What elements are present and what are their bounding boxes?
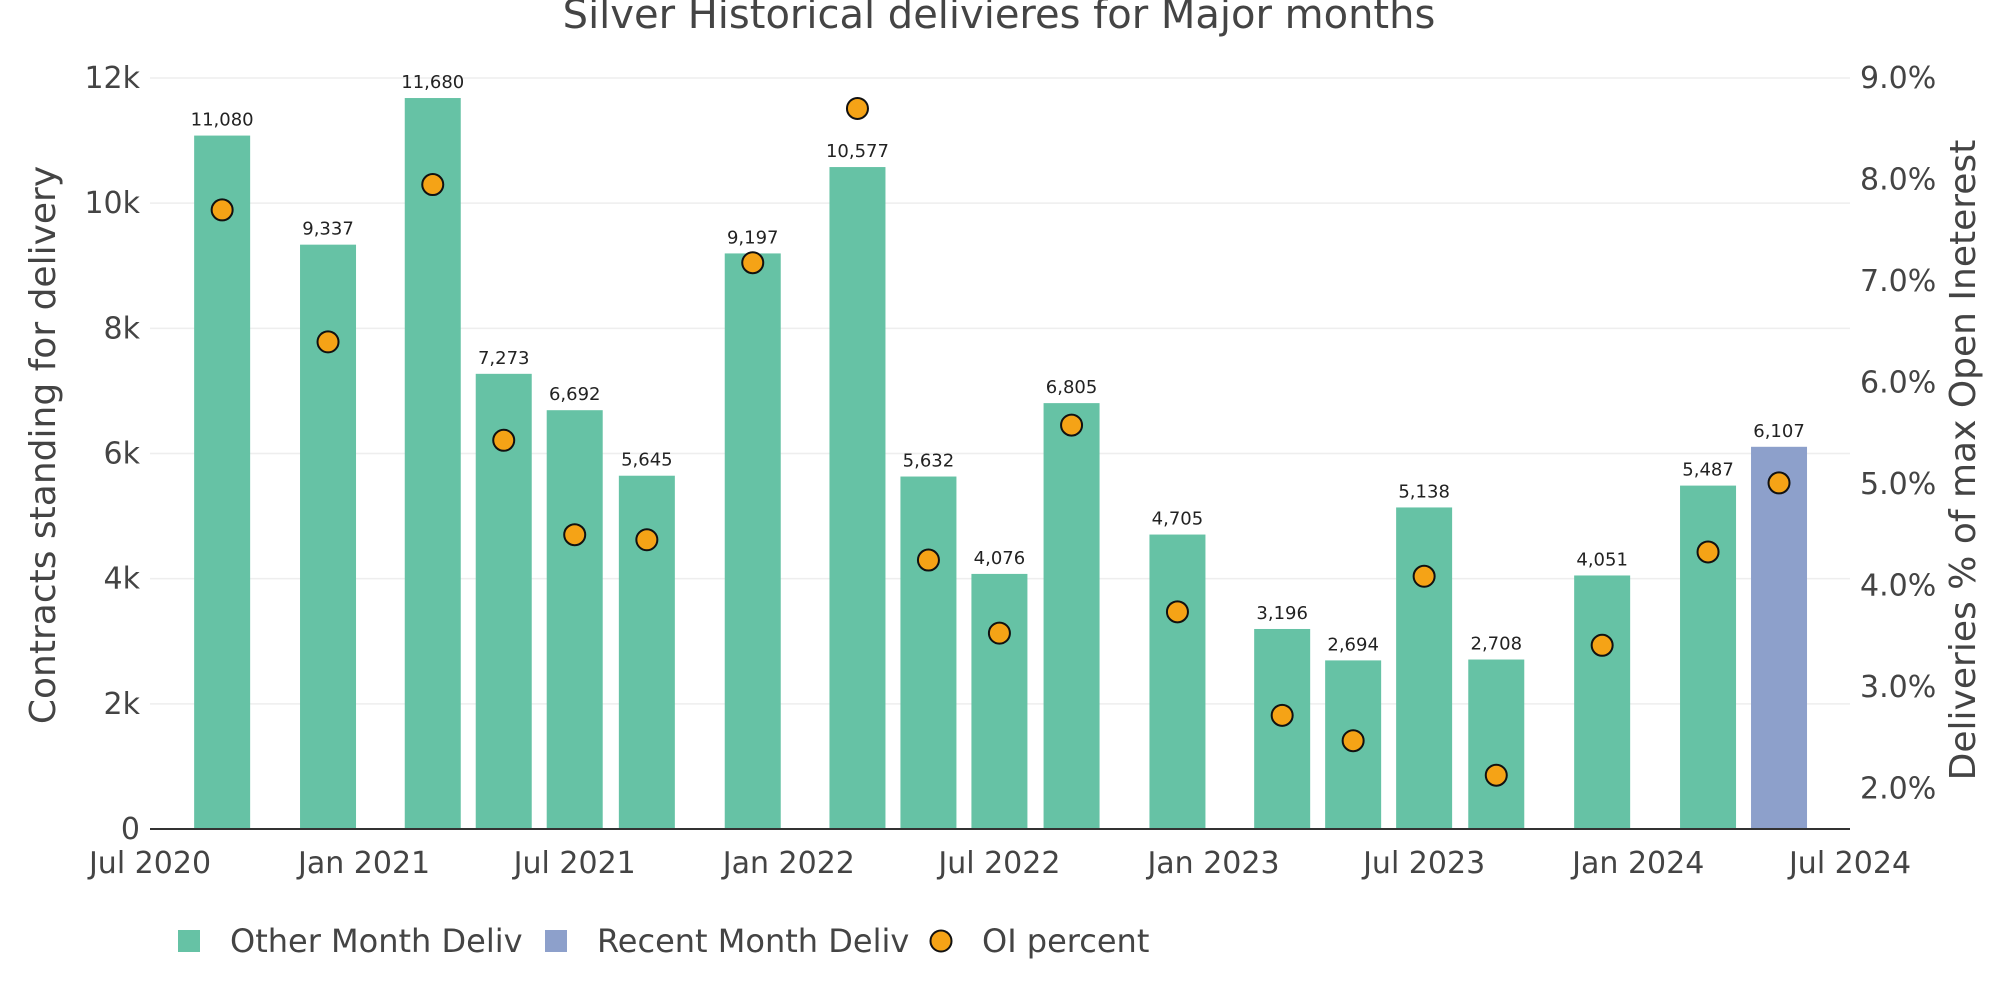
bar — [1254, 628, 1311, 829]
oi-percent-point — [1696, 540, 1720, 564]
bar — [900, 476, 957, 829]
x-tick-label: Jul 2022 — [936, 846, 1060, 881]
y2-tick-label: 2.0% — [1860, 771, 1936, 806]
y2-tick-label: 5.0% — [1860, 467, 1936, 502]
bar-data-label: 5,632 — [903, 451, 955, 472]
bar — [1468, 659, 1525, 829]
y2-tick-label: 9.0% — [1860, 61, 1936, 96]
bar — [546, 410, 603, 829]
legend-swatch — [545, 930, 567, 952]
bar — [194, 135, 251, 829]
legend-swatch — [178, 930, 200, 952]
oi-percent-point — [210, 198, 234, 222]
bar — [724, 253, 781, 829]
legend-label: OI percent — [982, 922, 1149, 960]
bar-data-label: 4,051 — [1576, 549, 1628, 570]
y2-tick-label: 8.0% — [1860, 162, 1936, 197]
bar-data-label: 7,273 — [478, 348, 530, 369]
y2-tick-label: 6.0% — [1860, 365, 1936, 400]
oi-percent-point — [316, 330, 340, 354]
x-tick-label: Jan 2024 — [1570, 846, 1704, 881]
y2-tick-label: 3.0% — [1860, 670, 1936, 705]
x-tick-label: Jul 2021 — [512, 846, 636, 881]
oi-percent-point — [1412, 564, 1436, 588]
y-tick-label: 4k — [104, 562, 141, 597]
bar — [404, 98, 461, 829]
oi-percent-series — [210, 96, 1791, 787]
bar-data-label: 10,577 — [826, 141, 889, 162]
bar-data-label: 11,080 — [191, 110, 254, 131]
legend: Other Month Deliv Recent Month Deliv OI pe… — [178, 922, 1149, 960]
y2-tick-label: 7.0% — [1860, 264, 1936, 299]
oi-percent-point — [916, 548, 940, 572]
bar-data-label: 11,680 — [401, 72, 464, 93]
bar-data-label: 9,337 — [302, 219, 354, 240]
oi-percent-point — [1060, 413, 1084, 437]
oi-percent-point — [987, 621, 1011, 645]
oi-percent-point — [1767, 471, 1791, 495]
bar — [1680, 485, 1737, 829]
oi-percent-point — [421, 173, 445, 197]
oi-percent-point — [1590, 633, 1614, 657]
chart-title: Silver Historical delivieres for Major m… — [563, 0, 1436, 38]
oi-percent-point — [1165, 600, 1189, 624]
y-tick-label: 6k — [104, 437, 141, 472]
bar — [971, 573, 1028, 829]
bar-data-label: 5,487 — [1682, 460, 1734, 481]
bar-data-label: 5,138 — [1398, 481, 1450, 502]
x-tick-label: Jul 2024 — [1787, 846, 1911, 881]
bar-data-label: 2,708 — [1471, 634, 1523, 655]
bar — [829, 167, 886, 829]
y-tick-label: 8k — [104, 311, 141, 346]
oi-percent-point — [1270, 703, 1294, 727]
y-tick-label: 12k — [84, 61, 140, 96]
axes: 0 2k 4k 6k 8k 10k 12k 2.0% 3.0% 4.0% 5.0% 6.0% 7.0% 8… — [84, 61, 1936, 881]
oi-percent-point — [492, 428, 516, 452]
bar — [1751, 446, 1808, 829]
x-tick-label: Jan 2021 — [296, 846, 430, 881]
y-tick-label: 2k — [104, 687, 141, 722]
legend-label: Recent Month Deliv — [597, 922, 909, 960]
oi-percent-point — [635, 528, 659, 552]
bar-data-label: 4,705 — [1152, 509, 1204, 530]
y-axis-title: Contracts standing for delivery — [23, 166, 64, 724]
bar — [1574, 575, 1631, 829]
oi-percent-point — [1341, 729, 1365, 753]
oi-percent-point — [845, 96, 869, 120]
bar-data-label: 4,076 — [974, 548, 1026, 569]
bar — [1149, 534, 1206, 829]
bar-data-label: 6,692 — [549, 384, 601, 405]
bar-data-label: 6,107 — [1753, 421, 1805, 442]
x-tick-label: Jan 2023 — [1145, 846, 1279, 881]
oi-percent-point — [741, 251, 765, 275]
bar-data-label: 5,645 — [621, 450, 673, 471]
y2-tick-label: 4.0% — [1860, 568, 1936, 603]
bar-data-label: 3,196 — [1256, 603, 1308, 624]
legend-label: Other Month Deliv — [230, 922, 523, 960]
x-tick-label: Jan 2022 — [721, 846, 855, 881]
bar-data-label: 9,197 — [727, 227, 779, 248]
bar-data-labels: 11,080 9,337 11,680 7,273 6,692 5,645 9,197 10,… — [191, 72, 1805, 655]
x-tick-label: Jul 2023 — [1361, 846, 1485, 881]
bar — [1396, 507, 1453, 829]
oi-percent-point — [1484, 763, 1508, 787]
y2-axis-title: Deliveries % of max Open Ineterest — [1943, 140, 1984, 781]
y-tick-label: 0 — [121, 812, 140, 847]
y-tick-label: 10k — [84, 186, 140, 221]
bar-series — [194, 98, 1808, 829]
legend-marker — [929, 929, 953, 953]
oi-percent-point — [563, 523, 587, 547]
x-tick-label: Jul 2020 — [87, 846, 211, 881]
bar-data-label: 6,805 — [1046, 377, 1098, 398]
bar — [1043, 403, 1100, 829]
bar-data-label: 2,694 — [1327, 634, 1379, 655]
